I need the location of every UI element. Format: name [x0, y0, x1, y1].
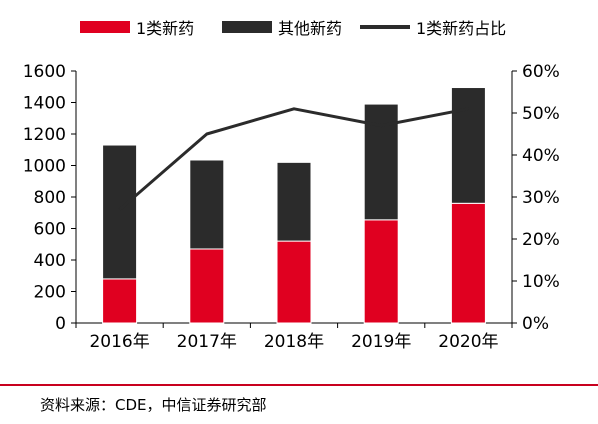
y-left-tick-label: 800 [34, 188, 66, 208]
legend-item-share: 1类新药占比 [360, 14, 506, 40]
bar-class1 [450, 202, 486, 324]
y-left-tick-label: 1200 [23, 125, 66, 145]
legend-swatch-other [222, 21, 272, 33]
y-left-tick-label: 1000 [23, 157, 66, 177]
bar-other [102, 144, 138, 280]
y-left-tick-label: 200 [34, 283, 66, 303]
bar-class1 [189, 248, 225, 324]
y-right-tick-label: 60% [522, 62, 560, 82]
x-tick-label: 2018年 [264, 332, 324, 352]
y-left-tick-label: 0 [55, 314, 66, 334]
x-tick-label: 2019年 [351, 332, 411, 352]
plot-area: 0 200 400 600 800 1000 1200 1400 1600 0% 10% 20% 30%… [23, 62, 560, 352]
y-left-tick-label: 400 [34, 251, 66, 271]
source-note: 资料来源：CDE，中信证券研究部 [40, 396, 267, 414]
legend-label-other: 其他新药 [278, 19, 343, 38]
x-tick-label: 2020年 [438, 332, 498, 352]
footer-divider [0, 384, 598, 386]
y-right-tick-label: 20% [522, 230, 560, 250]
bar-other [276, 161, 312, 242]
bar-class1 [276, 240, 312, 324]
bar-other [189, 159, 225, 250]
legend-item-other: 其他新药 [222, 14, 342, 40]
y-right-tick-label: 30% [522, 188, 560, 208]
line-class1-share [118, 107, 469, 211]
y-right-tick-label: 10% [522, 272, 560, 292]
x-tick-label: 2016年 [89, 332, 149, 352]
legend-label-share: 1类新药占比 [416, 19, 507, 38]
x-tick-label: 2017年 [177, 332, 237, 352]
y-right-tick-label: 0% [522, 314, 549, 334]
legend-swatch-class1 [80, 21, 130, 33]
y-left-tick-label: 600 [34, 220, 66, 240]
y-right-tick-label: 40% [522, 146, 560, 166]
y-left-tick-label: 1600 [23, 62, 66, 82]
legend: 1类新药 其他新药 1类新药占比 [0, 14, 598, 40]
bar-other [363, 103, 399, 221]
legend-swatch-share [360, 25, 410, 29]
bar-class1 [363, 219, 399, 324]
legend-item-class1: 1类新药 [80, 14, 194, 40]
bar-class1 [102, 278, 138, 324]
y-right-tick-label: 50% [522, 104, 560, 124]
legend-label-class1: 1类新药 [136, 19, 195, 38]
y-left-tick-label: 1400 [23, 94, 66, 114]
bar-other [450, 87, 486, 204]
